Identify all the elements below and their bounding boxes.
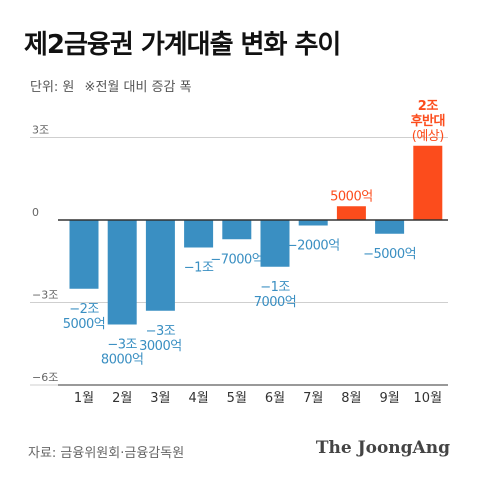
data-label: −3조: [107, 338, 137, 353]
unit-note: 단위: 원 ※전월 대비 증감 폭: [30, 76, 192, 95]
x-tick-label: 7월: [303, 391, 323, 406]
x-tick-label: 9월: [379, 391, 399, 406]
y-tick-label: 0: [32, 206, 39, 219]
data-label: 후반대: [411, 113, 445, 129]
data-label: −5000억: [363, 247, 416, 262]
data-label: 7000억: [254, 295, 297, 310]
data-label: 5000억: [63, 317, 106, 332]
bar: [145, 220, 175, 311]
data-label: 8000억: [101, 353, 144, 368]
data-label: −3조: [146, 324, 176, 339]
x-tick-label: 10월: [414, 391, 443, 406]
x-tick-label: 6월: [265, 391, 285, 406]
data-label: −7000억: [210, 252, 263, 267]
x-tick-label: 1월: [74, 391, 94, 406]
bar: [184, 220, 214, 248]
x-tick-label: 8월: [341, 391, 361, 406]
bar: [413, 145, 443, 220]
x-tick-label: 2월: [112, 391, 132, 406]
data-label: 3000억: [139, 339, 182, 354]
brand-logo: The JoongAng: [315, 438, 450, 458]
bar: [298, 220, 328, 226]
y-tick-label: −6조: [32, 371, 58, 384]
bar: [107, 220, 137, 325]
bar: [375, 220, 405, 234]
data-label: −2000억: [287, 239, 340, 254]
x-tick-label: 3월: [150, 391, 170, 406]
data-label: −1조: [184, 261, 214, 276]
x-tick-label: 4월: [188, 391, 208, 406]
bar: [222, 220, 252, 240]
unit-label: 단위: 원: [30, 80, 75, 95]
data-label: −2조: [69, 302, 99, 317]
bar: [260, 220, 290, 267]
bar: [336, 206, 366, 220]
data-label: 2조: [418, 99, 439, 114]
data-label: −1조: [260, 280, 290, 295]
data-label: 5000억: [330, 189, 373, 204]
y-tick-label: 3조: [32, 124, 49, 137]
comparison-note: ※전월 대비 증감 폭: [84, 80, 192, 95]
y-tick-label: −3조: [32, 289, 58, 302]
bar: [69, 220, 99, 289]
chart-title: 제2금융권 가계대출 변화 추이: [24, 30, 341, 60]
data-label: (예상): [412, 129, 444, 144]
x-tick-label: 5월: [227, 391, 247, 406]
source-note: 자료: 금융위원회·금융감독원: [28, 446, 185, 461]
